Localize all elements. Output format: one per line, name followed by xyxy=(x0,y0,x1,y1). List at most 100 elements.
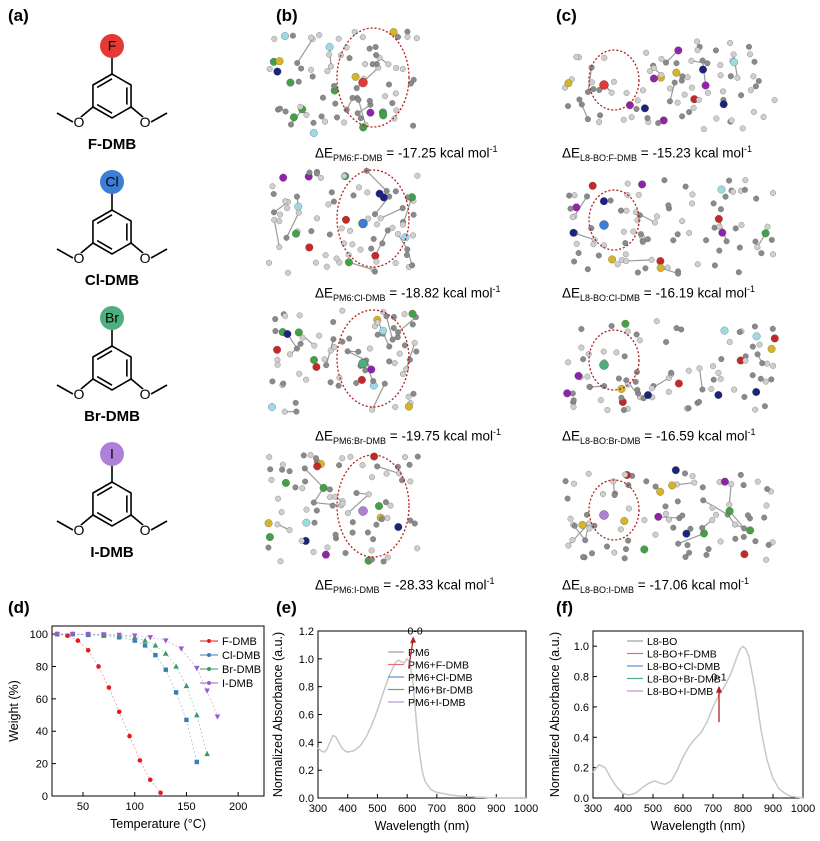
molecule-atom xyxy=(349,94,356,101)
legend-marker xyxy=(207,667,211,671)
energy-unit-exponent: -1 xyxy=(741,576,750,586)
molecule-atom xyxy=(389,336,396,343)
double-bond xyxy=(96,78,113,89)
molecule-atom xyxy=(709,517,716,524)
molecule-atom xyxy=(754,478,761,485)
y-tick-label: 0.6 xyxy=(574,702,589,714)
y-tick-label: 0.4 xyxy=(299,737,314,749)
molecule-atom xyxy=(651,219,658,226)
molecule-atom xyxy=(716,223,723,230)
molecule-atom xyxy=(310,499,317,506)
molecule-atom xyxy=(761,514,768,521)
molecule-atom xyxy=(289,32,296,39)
molecule-atom xyxy=(618,207,624,214)
molecule-atom xyxy=(341,173,348,179)
molecule-bond xyxy=(296,38,314,64)
molecule-atom xyxy=(303,111,310,118)
molecule-atom xyxy=(330,198,337,205)
energy-subscript: PM6:Cl-DMB xyxy=(333,293,386,304)
plot-frame xyxy=(51,625,265,797)
molecule-atom xyxy=(769,325,776,332)
molecule-bond xyxy=(587,67,593,93)
molecule-atom xyxy=(717,206,724,213)
molecule-atom xyxy=(270,191,277,197)
molecule-atom xyxy=(690,104,697,111)
molecule-atom xyxy=(597,397,604,404)
molecule-atom xyxy=(368,245,375,252)
molecule-atom xyxy=(767,344,776,353)
y-axis-label: Normalized Absorbance (a.u.) xyxy=(271,632,285,797)
molecule-atom xyxy=(665,202,672,209)
molecule-atom xyxy=(599,197,608,206)
molecule-cl-dmb: Cl O O xyxy=(56,170,168,266)
molecule-atom xyxy=(762,378,769,385)
energy-value: -15.23 xyxy=(652,145,691,161)
molecule-bond xyxy=(380,207,403,219)
molecule-atom xyxy=(623,546,629,553)
x-tick-label: 100 xyxy=(126,801,144,813)
molecule-atom xyxy=(302,478,309,485)
dmb-halogen-atom xyxy=(599,80,609,90)
molecule-atom xyxy=(671,466,680,475)
molecule-bond xyxy=(397,316,417,333)
molecule-atom xyxy=(625,505,632,512)
molecule-atom xyxy=(327,494,334,501)
molecule-atom xyxy=(379,326,388,335)
interaction-region-ellipse xyxy=(588,189,640,251)
double-bond xyxy=(96,239,113,250)
molecule-atom xyxy=(686,109,693,116)
molecule-atom xyxy=(326,231,333,238)
molecule-atom xyxy=(752,332,761,341)
molecule-atom xyxy=(571,258,578,265)
molecule-atom xyxy=(710,376,717,383)
molecule-atom xyxy=(323,263,330,270)
double-bond xyxy=(96,375,113,386)
molecule-atom xyxy=(405,393,412,400)
molecule-atom xyxy=(623,207,630,214)
data-point xyxy=(147,635,154,641)
molecule-atom xyxy=(654,213,660,220)
molecule-bond xyxy=(285,212,300,239)
molecule-atom xyxy=(744,512,751,519)
series-cl-dmb xyxy=(54,631,199,765)
y-tick-label: 0.2 xyxy=(299,765,314,777)
molecule-atom xyxy=(742,357,749,364)
y-tick-label: 0.8 xyxy=(299,682,314,694)
y-axis-label: Normalized Absorbance (a.u.) xyxy=(548,632,562,797)
data-point xyxy=(214,714,221,720)
molecule-atom xyxy=(565,103,571,110)
energy-value: -17.25 xyxy=(397,145,437,161)
molecule-atom xyxy=(764,360,771,367)
molecule-atom xyxy=(316,332,323,339)
interaction-region-ellipse xyxy=(336,309,410,408)
molecule-atom xyxy=(699,525,706,531)
molecule-atom xyxy=(333,255,340,262)
panel-label-c: (c) xyxy=(556,6,577,25)
molecule-atom xyxy=(617,526,624,533)
molecule-atom xyxy=(342,215,350,224)
molecule-atom xyxy=(382,93,389,100)
molecule-atom xyxy=(564,79,573,88)
molecule-atom xyxy=(385,61,392,68)
molecule-atom xyxy=(674,46,683,55)
molecule-atom xyxy=(366,108,375,117)
data-point xyxy=(116,709,122,715)
molecule-atom xyxy=(608,323,615,329)
molecule-atom xyxy=(312,363,321,371)
molecule-atom xyxy=(720,88,726,95)
x-tick-label: 900 xyxy=(487,803,505,815)
molecule-atom xyxy=(384,515,391,521)
molecule-atom xyxy=(368,547,375,554)
data-point xyxy=(178,646,185,652)
data-point xyxy=(142,637,148,643)
molecule-atom xyxy=(648,256,655,263)
molecule-atom xyxy=(294,345,300,352)
molecule-atom xyxy=(305,243,314,252)
molecule-atom xyxy=(282,108,289,115)
energy-l8-f-dmb: ΔEL8-BO:F-DMB = -15.23 kcal mol-1 xyxy=(562,144,752,163)
legend-marker xyxy=(207,681,211,685)
molecule-atom xyxy=(760,114,767,120)
molecule-atom xyxy=(339,307,346,314)
panel-label-f: (f) xyxy=(556,598,573,617)
data-point xyxy=(127,733,132,739)
